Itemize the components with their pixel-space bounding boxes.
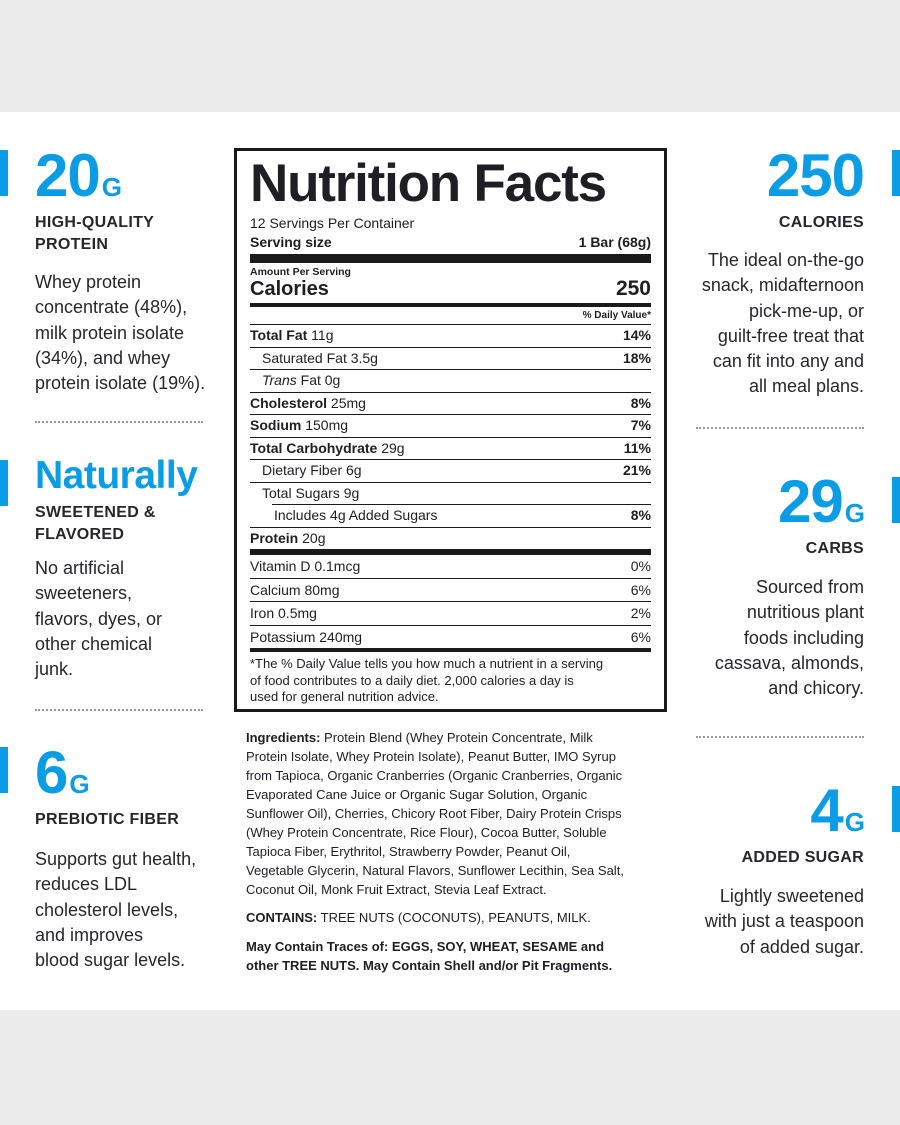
feature-heading: HIGH-QUALITY PROTEIN [35,214,155,253]
feature-added-sugar: 4G ADDED SUGAR Lightly sweetened with jus… [664,777,865,960]
feature-description: Whey protein concentrate (48%), milk prote… [35,272,206,394]
feature-calories: 250 CALORIES The ideal on-the-go snack, m… [664,142,865,400]
nutrient-row: Protein 20g [250,529,326,546]
amount-per-serving: Amount Per Serving [250,266,351,278]
label-title: Nutrition Facts [250,154,607,213]
nutrient-row: Total Sugars 9g [262,484,360,501]
allergen-traces: May Contain Traces of: EGGS, SOY, WHEAT,… [246,939,613,973]
feature-value: Naturally [35,454,198,497]
feature-description: No artificial sweeteners, flavors, dyes, o… [35,558,163,680]
daily-value-footnote: *The % Daily Value tells you how much a … [250,656,604,704]
nutrient-row: Sodium 150mg 7% [250,415,651,438]
feature-description: The ideal on-the-go snack, midafternoon pi… [701,250,864,397]
nutrient-row: Saturated Fat 3.5g 18% [250,348,651,370]
accent-bar-left-3 [0,747,8,793]
feature-heading: ADDED SUGAR [741,849,864,866]
nutrient-row: Cholesterol 25mg 8% [250,393,651,415]
nutrient-row: Dietary Fiber 6g 21% [250,460,651,483]
feature-heading: CALORIES [778,214,864,231]
nutrition-facts-label: Nutrition Facts 12 Servings Per Containe… [234,148,667,712]
nutrient-row: Total Carbohydrate 29g 11% [250,438,651,460]
medium-rule [250,648,651,652]
divider [696,427,864,429]
feature-description: Sourced from nutritious plant foods includ… [714,577,864,699]
feature-value: 4G [810,777,865,844]
feature-fiber: 6G PREBIOTIC FIBER Supports gut health, r… [35,743,235,973]
feature-heading: CARBS [805,540,864,557]
ingredients-list: Ingredients: Protein Blend (Whey Protein… [246,730,624,897]
nutrient-row: Trans Fat 0g [250,370,651,393]
vitamin-row: Potassium 240mg 6% [250,628,651,645]
calories-row: Calories 250 [250,277,651,301]
feature-protein: 20G HIGH-QUALITY PROTEIN Whey protein conc… [35,146,225,396]
feature-naturally: Naturally SWEETENED & FLAVORED No artific… [35,456,235,682]
accent-bar-right-1 [892,150,900,196]
divider [35,421,203,423]
feature-description: Lightly sweetened with just a teaspoon of … [704,886,864,957]
medium-rule [250,303,651,307]
accent-bar-right-3 [892,786,900,832]
feature-heading: PREBIOTIC FIBER [35,811,180,828]
ingredients-block: Ingredients: Protein Blend (Whey Protein… [246,728,666,975]
vitamin-row: Vitamin D 0.1mcg 0% [250,555,651,579]
nutrient-row: Includes 4g Added Sugars 8% [250,505,651,528]
divider [35,709,203,711]
thick-rule [250,254,651,263]
serving-size: Serving size 1 Bar (68g) [250,234,651,250]
nutrient-row: Total Fat 11g 14% [250,325,651,348]
servings-per-container: 12 Servings Per Container [250,215,415,231]
accent-bar-right-2 [892,477,900,523]
feature-value: 29G [778,468,865,535]
feature-value: 6G [35,739,90,806]
feature-heading: SWEETENED & FLAVORED [35,504,156,543]
feature-carbs: 29G CARBS Sourced from nutritious plant fo… [664,468,865,701]
vitamin-row: Calcium 80mg 6% [250,579,651,602]
thick-rule [250,549,651,555]
feature-value: 250 [766,142,865,209]
accent-bar-left-1 [0,150,8,196]
feature-value: 20G [35,142,122,209]
vitamin-row: Iron 0.5mg 2% [250,602,651,626]
accent-bar-left-2 [0,460,8,506]
allergen-contains: CONTAINS: TREE NUTS (COCONUTS), PEANUTS,… [246,910,591,925]
divider [696,736,864,738]
feature-description: Supports gut health, reduces LDL cholester… [35,849,197,971]
daily-value-header: % Daily Value* [250,307,651,325]
